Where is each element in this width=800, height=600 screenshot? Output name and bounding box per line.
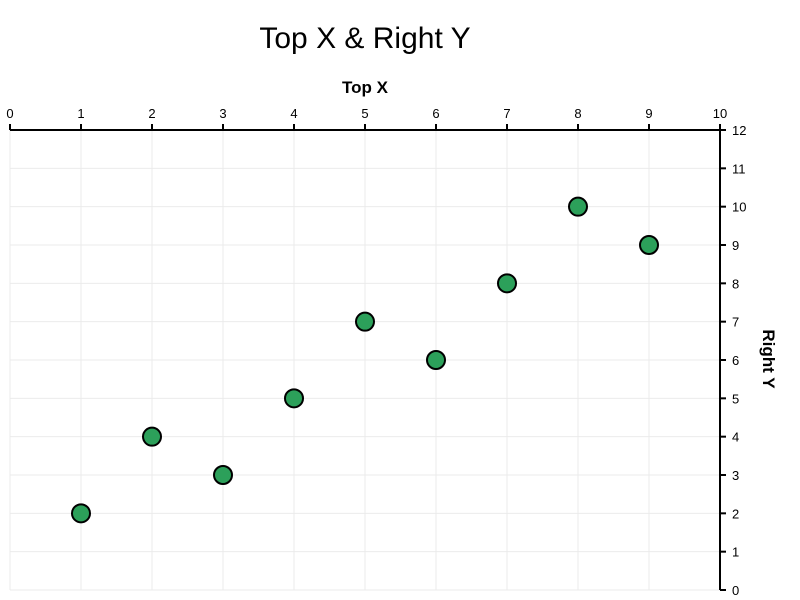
x-tick-label: 1 — [77, 106, 84, 121]
y-tick-label: 1 — [732, 545, 739, 560]
grid-lines — [9, 129, 721, 591]
y-tick-label: 10 — [732, 200, 746, 215]
data-point — [355, 311, 375, 332]
x-tick-label: 6 — [432, 106, 439, 121]
x-axis-label: Top X — [342, 78, 389, 97]
y-axis-label: Right Y — [759, 329, 778, 389]
x-tick-label: 0 — [6, 106, 13, 121]
y-tick-label: 11 — [732, 161, 746, 176]
x-tick-label: 5 — [361, 106, 368, 121]
x-tick-label: 10 — [713, 106, 727, 121]
x-tick-label: 3 — [219, 106, 226, 121]
data-point — [213, 465, 233, 485]
data-point — [568, 196, 588, 217]
y-tick-label: 8 — [732, 276, 739, 291]
y-tick-label: 2 — [732, 506, 739, 521]
y-tick-label: 5 — [732, 391, 739, 406]
y-tick-label: 3 — [732, 468, 739, 483]
x-tick-label: 8 — [574, 106, 581, 121]
y-tick-label: 0 — [732, 583, 739, 598]
data-point — [639, 235, 659, 255]
y-tick-label: 9 — [732, 238, 739, 253]
y-tick-label: 12 — [732, 123, 746, 138]
data-point — [142, 426, 162, 447]
data-point — [284, 388, 304, 409]
y-tick-label: 7 — [732, 315, 739, 330]
x-tick-label: 2 — [148, 106, 155, 121]
x-tick-label: 9 — [645, 106, 652, 121]
y-tick-label: 4 — [732, 430, 739, 445]
chart-title: Top X & Right Y — [259, 22, 470, 55]
data-points — [71, 196, 659, 524]
x-tick-label: 4 — [290, 106, 297, 121]
data-point — [426, 350, 446, 370]
x-tick-label: 7 — [503, 106, 510, 121]
data-point — [71, 503, 91, 524]
data-point — [497, 273, 517, 294]
y-tick-label: 6 — [732, 353, 739, 368]
